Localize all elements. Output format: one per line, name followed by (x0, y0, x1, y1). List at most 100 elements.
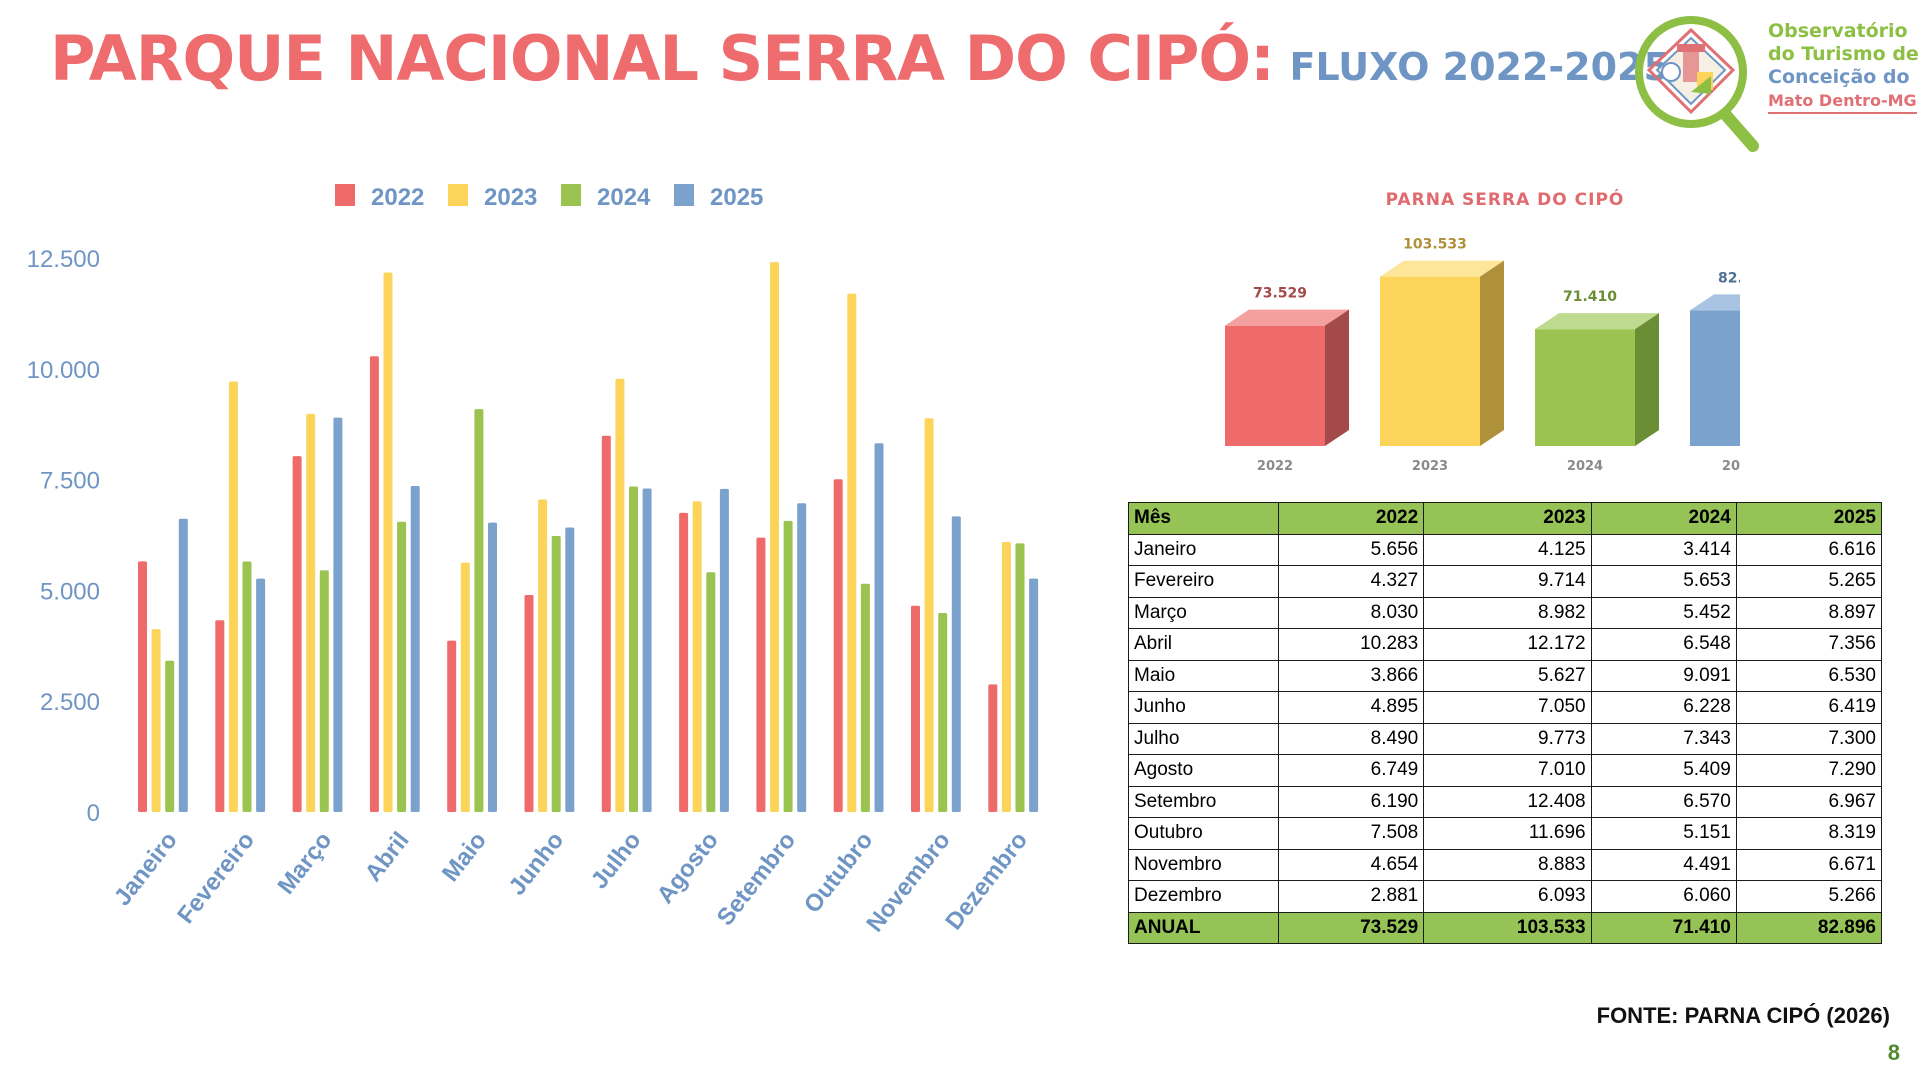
bar-2025 (797, 503, 807, 812)
cell-2022: 5.656 (1277, 533, 1425, 566)
bar-2022 (833, 479, 843, 812)
bar-2023 (924, 418, 934, 812)
table-row: Fevereiro 4.327 9.714 5.653 5.265 (1128, 565, 1883, 598)
cell-2023: 7.010 (1423, 754, 1592, 787)
cell-2025: 6.967 (1735, 785, 1883, 818)
cell-2023: 12.408 (1423, 785, 1592, 818)
cell-2023: 8.883 (1423, 848, 1592, 881)
legend-label-2024: 2024 (597, 184, 651, 211)
y-tick-label: 5.000 (40, 578, 100, 605)
bar-2023 (538, 499, 548, 812)
cell-2022: 4.327 (1277, 565, 1425, 598)
cell-2024: 5.452 (1590, 596, 1737, 629)
annual-value-label: 71.410 (1563, 289, 1617, 305)
bar-2022 (988, 684, 998, 812)
header-2025: 2025 (1735, 502, 1883, 535)
cell-2024: 3.414 (1590, 533, 1737, 566)
cell-2025: 6.616 (1735, 533, 1883, 566)
cell-2024: 6.570 (1590, 785, 1737, 818)
bar-2022 (756, 537, 766, 812)
cell-2024: 9.091 (1590, 659, 1737, 692)
bar-2022 (911, 605, 920, 812)
x-tick-label: Abril (360, 827, 415, 887)
annual-value-label: 103.533 (1403, 237, 1467, 253)
cell-month: Agosto (1128, 754, 1279, 787)
cell-2025: 8.319 (1735, 817, 1883, 850)
title-main: PARQUE NACIONAL SERRA DO CIPÓ: (50, 22, 1275, 95)
bar-2022 (138, 561, 147, 812)
cell-2022: 8.490 (1277, 722, 1425, 755)
table-total-row: ANUAL 73.529 103.533 71.410 82.896 (1128, 911, 1883, 944)
legend-label-2023: 2023 (484, 184, 537, 211)
cell-2024: 6.060 (1590, 880, 1737, 913)
bar-2024 (783, 520, 793, 812)
cell-2023: 4.125 (1423, 533, 1592, 566)
cell-2022: 6.749 (1277, 754, 1425, 787)
bar-2023 (615, 378, 625, 812)
magnifier-logo-icon (1635, 16, 1759, 152)
cell-2023: 5.627 (1423, 659, 1592, 692)
bar-2022 (679, 512, 689, 812)
annual-bar-side-2024 (1635, 313, 1659, 446)
cell-month: Março (1128, 596, 1279, 629)
legend-swatch-2023 (448, 184, 468, 206)
logo-text: Observatório do Turismo de Conceição do … (1768, 20, 1919, 114)
page-number: 8 (1887, 1040, 1900, 1065)
cell-2025: 7.300 (1735, 722, 1883, 755)
cell-month: Novembro (1128, 848, 1279, 881)
bar-2022 (369, 356, 379, 812)
table-row: Julho 8.490 9.773 7.343 7.300 (1128, 722, 1883, 755)
cell-2022: 3.866 (1277, 659, 1425, 692)
table-row: Agosto 6.749 7.010 5.409 7.290 (1128, 754, 1883, 787)
bar-2022 (524, 595, 534, 812)
cell-2022: 10.283 (1277, 628, 1425, 661)
bar-2023 (770, 262, 779, 812)
bar-2024 (938, 612, 948, 812)
cell-2025: 6.530 (1735, 659, 1883, 692)
y-tick-label: 7.500 (40, 468, 100, 495)
total-cell-2024: 71.410 (1590, 911, 1737, 944)
cell-2024: 5.151 (1590, 817, 1737, 850)
legend-swatch-2022 (335, 184, 355, 206)
cell-month: Maio (1128, 659, 1279, 692)
annual-year-label: 2024 (1567, 459, 1603, 474)
annual-bar-2025 (1690, 310, 1740, 446)
table-row: Outubro 7.508 11.696 5.151 8.319 (1128, 817, 1883, 850)
legend-label-2025: 2025 (710, 184, 763, 211)
x-tick-label: Março (273, 827, 338, 899)
cell-month: Setembro (1128, 785, 1279, 818)
cell-2024: 5.409 (1590, 754, 1737, 787)
table-row: Junho 4.895 7.050 6.228 6.419 (1128, 691, 1883, 724)
cell-2023: 9.773 (1423, 722, 1592, 755)
cell-2025: 6.419 (1735, 691, 1883, 724)
annual-bar-side-2022 (1325, 309, 1349, 446)
cell-2024: 4.491 (1590, 848, 1737, 881)
cell-2022: 8.030 (1277, 596, 1425, 629)
x-tick-label: Agosto (652, 827, 724, 909)
bar-2023 (383, 272, 393, 812)
cell-2024: 5.653 (1590, 565, 1737, 598)
x-tick-label: Maio (437, 827, 492, 887)
logo-line-4: Mato Dentro-MG (1768, 89, 1917, 114)
cell-2023: 6.093 (1423, 880, 1592, 913)
cell-2024: 6.548 (1590, 628, 1737, 661)
bar-2023 (1001, 541, 1011, 812)
total-cell-month: ANUAL (1128, 911, 1279, 944)
title-subtitle: FLUXO 2022-2025 (1289, 45, 1670, 89)
table-row: Setembro 6.190 12.408 6.570 6.967 (1128, 785, 1883, 818)
annual-bar-2022 (1225, 325, 1325, 446)
table-row: Novembro 4.654 8.883 4.491 6.671 (1128, 848, 1883, 881)
cell-2023: 11.696 (1423, 817, 1592, 850)
x-tick-label: Junho (504, 827, 570, 900)
bar-2024 (1015, 543, 1025, 812)
cell-2025: 5.265 (1735, 565, 1883, 598)
bar-2022 (447, 640, 457, 812)
header-2022: 2022 (1277, 502, 1425, 535)
header-mes: Mês (1128, 502, 1279, 535)
annual-year-label: 2023 (1412, 459, 1448, 474)
bar-2022 (215, 620, 225, 812)
bar-2025 (410, 485, 420, 812)
table-row: Dezembro 2.881 6.093 6.060 5.266 (1128, 880, 1883, 913)
header-2024: 2024 (1590, 502, 1737, 535)
logo-line-1: Observatório (1768, 20, 1908, 42)
